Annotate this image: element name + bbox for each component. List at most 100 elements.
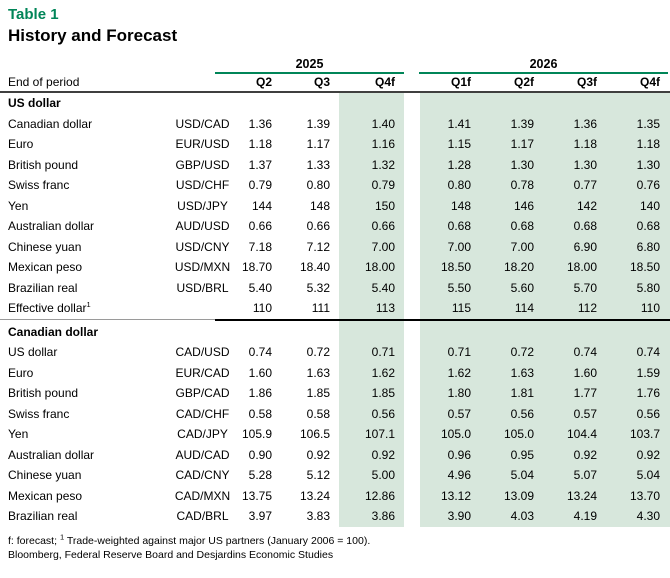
value-cell: 1.63 — [306, 365, 330, 380]
currency-pair: CAD/USD — [175, 345, 230, 360]
currency-pair: AUD/USD — [175, 219, 230, 234]
value-cell: 5.00 — [371, 468, 395, 483]
table-row: British pound GBP/USD 1.37 1.33 1.32 1.28 1.30… — [0, 155, 670, 176]
value-cell: 107.1 — [364, 427, 395, 442]
value-cell: 5.60 — [510, 280, 534, 295]
col-header-2025-q4f: Q4f — [374, 75, 395, 89]
value-cell: 0.77 — [573, 178, 597, 193]
value-cell: 0.57 — [573, 406, 597, 421]
value-cell: 5.04 — [636, 468, 660, 483]
value-cell: 0.71 — [447, 345, 471, 360]
year-group-2025: 2025 — [215, 57, 404, 74]
value-cell: 3.86 — [371, 509, 395, 524]
col-header-2026-q3f: Q3f — [576, 75, 597, 89]
value-cell: 13.12 — [440, 488, 471, 503]
value-cell: 5.32 — [306, 280, 330, 295]
table-row: Yen CAD/JPY 105.9 106.5 107.1 105.0 105.0 104.4… — [0, 424, 670, 445]
currency-pair: CAD/JPY — [177, 427, 228, 442]
value-cell: 103.7 — [629, 427, 660, 442]
value-cell: 1.63 — [510, 365, 534, 380]
value-cell: 0.92 — [573, 447, 597, 462]
currency-pair: AUD/CAD — [175, 447, 230, 462]
value-cell: 1.32 — [371, 157, 395, 172]
currency-label: Mexican peso — [8, 260, 83, 275]
table-row: Yen USD/JPY 144 148 150 148 146 142 140 — [0, 196, 670, 217]
value-cell: 1.40 — [371, 116, 395, 131]
value-cell: 0.80 — [447, 178, 471, 193]
footnote-sources: Bloomberg, Federal Reserve Board and Des… — [8, 549, 334, 562]
value-cell: 18.50 — [440, 260, 471, 275]
value-cell: 1.28 — [447, 157, 471, 172]
value-cell: 0.56 — [510, 406, 534, 421]
value-cell: 1.36 — [573, 116, 597, 131]
value-cell: 0.79 — [371, 178, 395, 193]
value-cell: 1.33 — [306, 157, 330, 172]
value-cell: 13.24 — [299, 488, 330, 503]
currency-label: Chinese yuan — [8, 239, 82, 254]
value-cell: 18.50 — [629, 260, 660, 275]
value-cell: 105.9 — [241, 427, 272, 442]
value-cell: 0.66 — [306, 219, 330, 234]
value-cell: 1.18 — [248, 137, 272, 152]
value-cell: 0.92 — [306, 447, 330, 462]
value-cell: 0.92 — [371, 447, 395, 462]
currency-label: Australian dollar — [8, 219, 95, 234]
currency-label: Euro — [8, 365, 34, 380]
value-cell: 1.30 — [510, 157, 534, 172]
currency-label: Brazilian real — [8, 509, 78, 524]
value-cell: 114 — [514, 301, 534, 316]
value-cell: 1.85 — [306, 386, 330, 401]
col-header-2026-q2f: Q2f — [513, 75, 534, 89]
value-cell: 18.20 — [503, 260, 534, 275]
value-cell: 7.12 — [306, 239, 330, 254]
value-cell: 6.80 — [636, 239, 660, 254]
table-row: Australian dollar AUD/USD 0.66 0.66 0.66 0.68… — [0, 216, 670, 237]
value-cell: 140 — [639, 198, 660, 213]
value-cell: 18.00 — [566, 260, 597, 275]
table-row: Euro EUR/USD 1.18 1.17 1.16 1.15 1.17 1.18 1.18 — [0, 134, 670, 155]
value-cell: 13.70 — [629, 488, 660, 503]
currency-label: Canadian dollar — [8, 116, 93, 131]
value-cell: 13.09 — [503, 488, 534, 503]
table-row: US dollar CAD/USD 0.74 0.72 0.71 0.71 0.72 0.74… — [0, 342, 670, 363]
table-row: Mexican peso USD/MXN 18.70 18.40 18.00 18.50 1… — [0, 257, 670, 278]
value-cell: 5.28 — [248, 468, 272, 483]
section-header: US dollar — [8, 96, 61, 110]
currency-label: Swiss franc — [8, 406, 70, 421]
value-cell: 4.19 — [573, 509, 597, 524]
currency-label: Yen — [8, 427, 29, 442]
table-row: Swiss franc USD/CHF 0.79 0.80 0.79 0.80 0.78 0.… — [0, 175, 670, 196]
value-cell: 0.78 — [510, 178, 534, 193]
value-cell: 1.41 — [447, 116, 471, 131]
table-row: Brazilian real CAD/BRL 3.97 3.83 3.86 3.90 4.0… — [0, 506, 670, 527]
value-cell: 0.71 — [371, 345, 395, 360]
table-row: Chinese yuan CAD/CNY 5.28 5.12 5.00 4.96 5.04 5… — [0, 465, 670, 486]
value-cell: 7.00 — [371, 239, 395, 254]
value-cell: 0.74 — [573, 345, 597, 360]
divider-rule-right — [215, 318, 670, 321]
value-cell: 0.57 — [447, 406, 471, 421]
value-cell: 0.66 — [371, 219, 395, 234]
value-cell: 4.30 — [636, 509, 660, 524]
col-header-2025-q3: Q3 — [313, 75, 330, 89]
currency-pair: GBP/CAD — [175, 386, 230, 401]
value-cell: 1.39 — [306, 116, 330, 131]
currency-label: Swiss franc — [8, 178, 70, 193]
value-cell: 1.60 — [573, 365, 597, 380]
page-title: History and Forecast — [8, 26, 178, 45]
currency-label: Chinese yuan — [8, 468, 82, 483]
currency-label: Mexican peso — [8, 488, 83, 503]
currency-pair: USD/BRL — [176, 280, 229, 295]
value-cell: 5.80 — [636, 280, 660, 295]
value-cell: 1.18 — [573, 137, 597, 152]
divider-rule-left — [0, 318, 215, 320]
value-cell: 1.15 — [447, 137, 471, 152]
value-cell: 0.80 — [306, 178, 330, 193]
value-cell: 1.39 — [510, 116, 534, 131]
table-row: Effective dollar1 110 111 113 115 114 112 110 — [0, 298, 670, 319]
value-cell: 113 — [375, 301, 395, 316]
value-cell: 7.00 — [447, 239, 471, 254]
table-row: Swiss franc CAD/CHF 0.58 0.58 0.56 0.57 0.56 0.… — [0, 404, 670, 425]
value-cell: 3.90 — [447, 509, 471, 524]
